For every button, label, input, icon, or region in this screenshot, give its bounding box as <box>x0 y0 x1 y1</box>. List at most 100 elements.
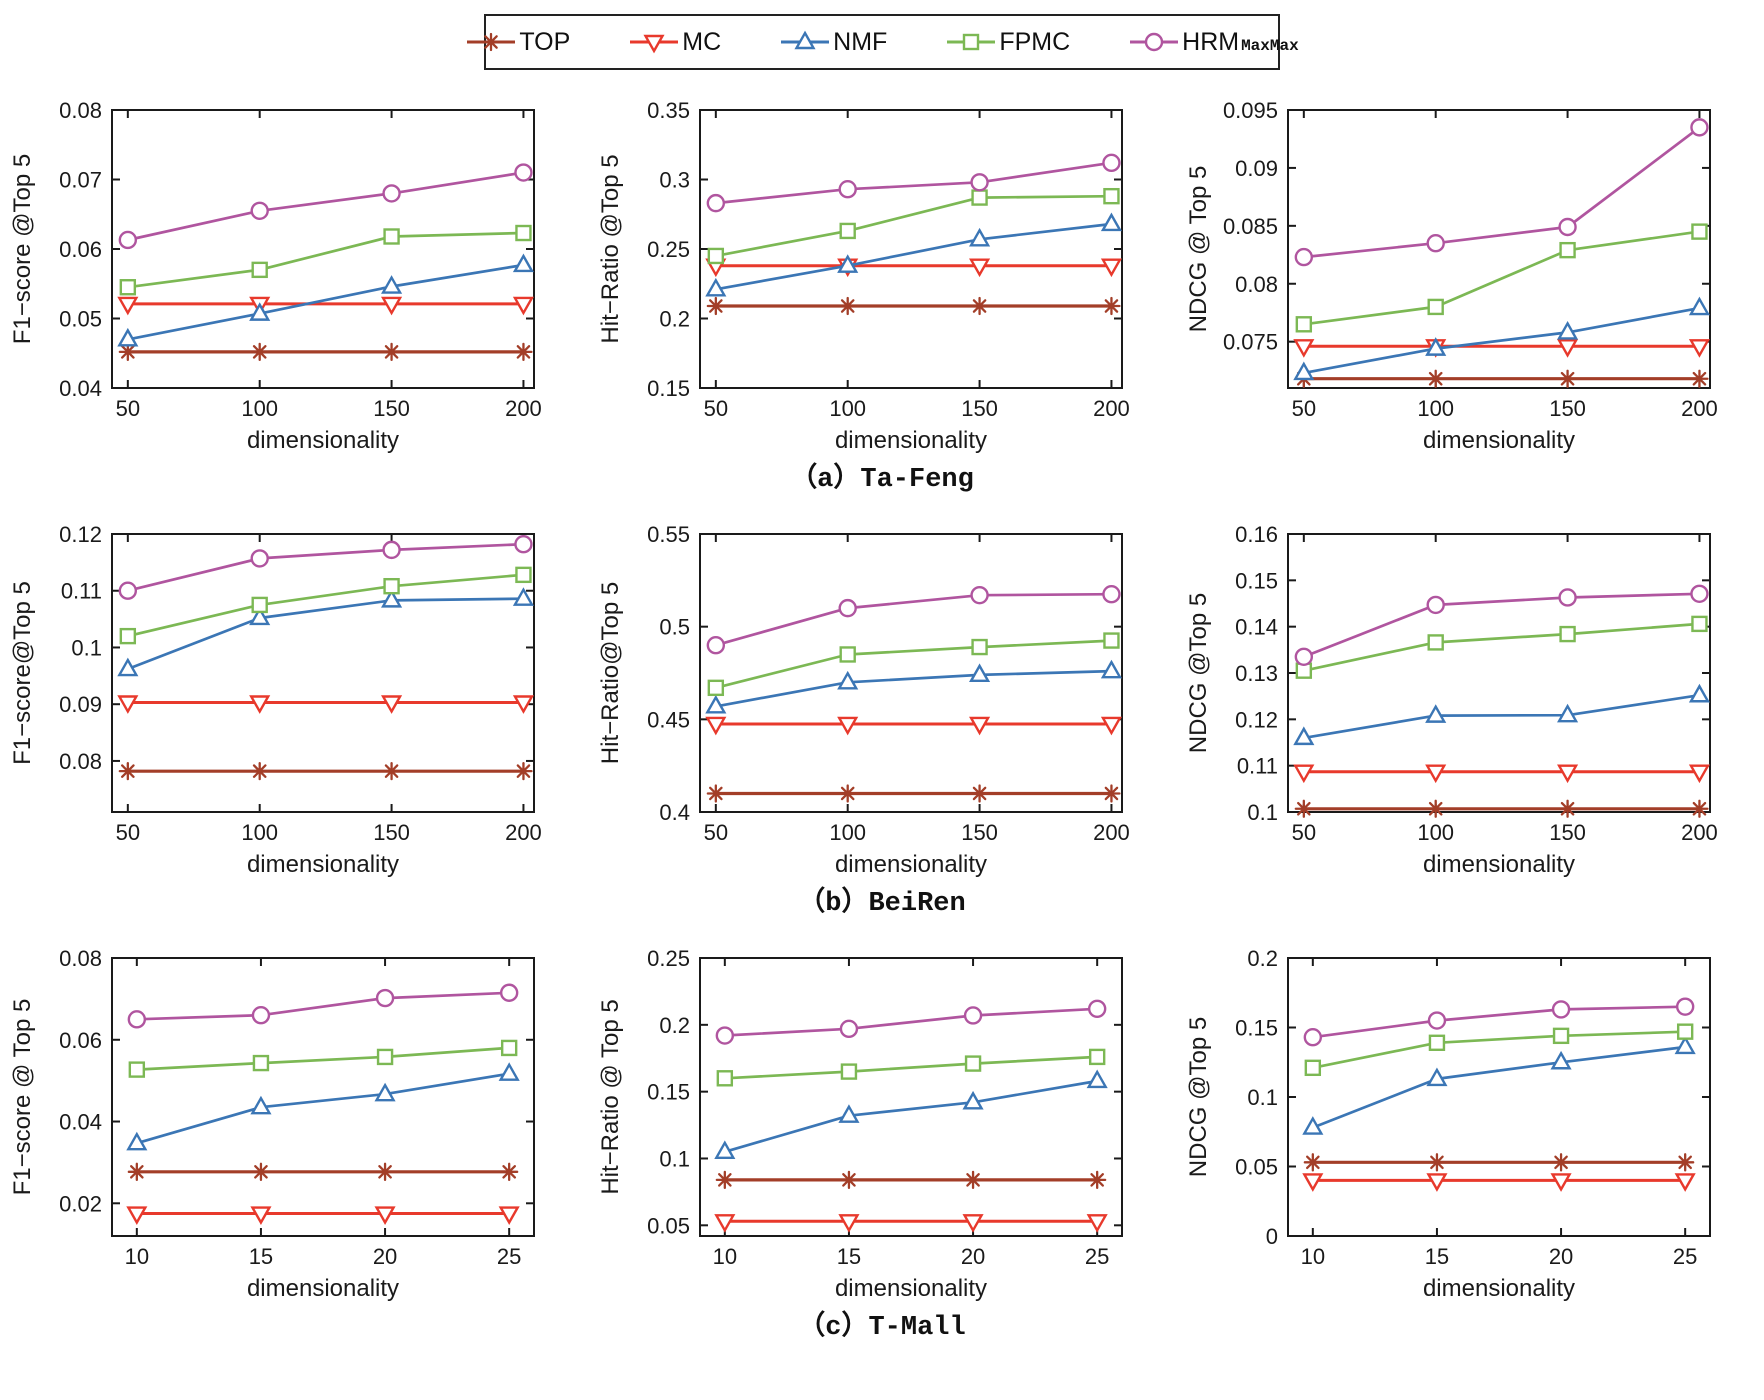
chart-tmall-ndcg: 10 15 20 25 0 0.05 0.1 0.15 0.2 NDCG @Top 5 dimens… <box>1176 928 1764 1308</box>
y-axis-label: F1−score @Top 5 <box>9 154 36 344</box>
x-tick-label: 100 <box>241 820 278 845</box>
legend: TOP MC NMF FPMC HRM MaxMax <box>467 14 1299 70</box>
legend-label-subscript: MaxMax <box>1241 36 1299 55</box>
x-tick-label: 200 <box>505 396 542 421</box>
y-axis-label: NDCG @ Top 5 <box>1185 166 1212 333</box>
y-tick-label: 0.095 <box>1223 98 1278 123</box>
y-tick-label: 0.2 <box>1247 946 1278 971</box>
series-markers-MC <box>1302 1173 1696 1192</box>
series-markers-FPMC <box>707 632 1120 697</box>
y-tick-label: 0.05 <box>1235 1155 1278 1180</box>
series-markers-HRM <box>1294 584 1709 666</box>
x-tick-label: 100 <box>829 820 866 845</box>
y-tick-label: 0.1 <box>71 635 102 660</box>
series-line-NMF <box>127 597 524 671</box>
y-axis-label: Hit−Ratio@Top 5 <box>597 582 624 764</box>
x-tick-label: 200 <box>1681 396 1718 421</box>
x-axis-label: dimensionality <box>835 1275 987 1302</box>
row-beiren: 50 100 150 200 0.08 0.09 0.1 0.11 0.12 F1−score@T… <box>0 504 1764 884</box>
series-line-HRM <box>724 1007 1098 1037</box>
series-markers-HRM <box>1294 118 1709 267</box>
chart-ta-feng-f1: 50 100 150 200 0.04 0.05 0.06 0.07 0.08 F1−score … <box>0 80 588 460</box>
x-axis-label: dimensionality <box>1423 1275 1575 1302</box>
series-markers-HRM <box>1303 997 1695 1047</box>
series-markers-NMF <box>705 212 1123 297</box>
series-line-NMF <box>127 263 524 341</box>
chart-svg-beiren-f1: 50 100 150 200 0.08 0.09 0.1 0.11 0.12 F1−score@T… <box>9 522 542 878</box>
legend-label-top: TOP <box>519 27 571 56</box>
series-markers-MC <box>714 1214 1108 1233</box>
x-tick-label: 10 <box>713 1244 737 1269</box>
series-markers-TOP <box>1294 799 1709 818</box>
legend-marker-fpmc-icon <box>947 33 996 51</box>
x-axis-label: dimensionality <box>247 851 399 878</box>
x-tick-label: 25 <box>1673 1244 1697 1269</box>
y-tick-label: 0.06 <box>59 237 102 262</box>
series-markers-TOP <box>118 342 533 362</box>
series-markers-FPMC <box>119 224 532 296</box>
y-tick-label: 0.09 <box>1235 156 1278 181</box>
y-tick-label: 0.25 <box>647 946 690 971</box>
y-tick-label: 0 <box>1266 1224 1278 1249</box>
y-tick-label: 0.1 <box>1247 800 1278 825</box>
series-markers-FPMC <box>1295 223 1708 333</box>
x-tick-label: 50 <box>704 820 728 845</box>
legend-item-fpmc: FPMC <box>945 28 1070 57</box>
caption-tmall: （c）T-Mall <box>798 1313 966 1343</box>
series-markers-MC <box>705 716 1123 736</box>
y-tick-label: 0.2 <box>659 307 690 332</box>
x-tick-label: 50 <box>704 396 728 421</box>
series-line-HRM <box>1303 126 1701 259</box>
y-tick-label: 0.12 <box>1235 707 1278 732</box>
series-markers-MC <box>126 1206 520 1225</box>
x-tick-label: 100 <box>829 396 866 421</box>
series-markers-HRM <box>706 153 1121 213</box>
y-tick-label: 0.085 <box>1223 214 1278 239</box>
x-axis-label: dimensionality <box>835 427 987 454</box>
y-tick-label: 0.15 <box>1235 568 1278 593</box>
series-line-HRM <box>1312 1005 1686 1039</box>
series-line-FPMC <box>715 194 1112 258</box>
series-markers-NMF <box>1293 296 1711 381</box>
series-markers-TOP <box>706 296 1121 316</box>
row-tmall: 10 15 20 25 0.02 0.04 0.06 0.08 F1−score @ Top 5… <box>0 928 1764 1308</box>
x-tick-label: 100 <box>1417 396 1454 421</box>
x-axis-label: dimensionality <box>835 851 987 878</box>
legend-label-fpmc: FPMC <box>999 27 1071 56</box>
series-markers-NMF <box>714 1069 1108 1159</box>
x-tick-label: 50 <box>116 820 140 845</box>
series-markers-HRM <box>118 163 533 250</box>
y-tick-label: 0.02 <box>59 1191 102 1216</box>
y-tick-label: 0.25 <box>647 237 690 262</box>
legend-label-mc: MC <box>682 27 722 56</box>
legend-label-nmf: NMF <box>833 27 888 56</box>
y-tick-label: 0.05 <box>647 1213 690 1238</box>
series-line-NMF <box>1312 1045 1686 1129</box>
y-tick-label: 0.08 <box>59 946 102 971</box>
legend-marker-nmf-icon <box>781 30 830 50</box>
series-markers-FPMC <box>1295 615 1708 679</box>
x-tick-label: 200 <box>1093 396 1130 421</box>
series-markers-TOP <box>127 1162 519 1181</box>
legend-item-nmf: NMF <box>779 28 887 57</box>
series-line-NMF <box>715 222 1112 291</box>
y-tick-label: 0.15 <box>647 1080 690 1105</box>
y-tick-label: 0.09 <box>59 692 102 717</box>
x-tick-label: 10 <box>125 1244 149 1269</box>
x-tick-label: 15 <box>1425 1244 1449 1269</box>
chart-beiren-ndcg: 50 100 150 200 0.1 0.11 0.12 0.13 0.14 0.15 0.16 ND… <box>1176 504 1764 884</box>
series-line-HRM <box>715 592 1112 647</box>
series-line-HRM <box>136 991 510 1021</box>
y-tick-label: 0.14 <box>1235 615 1278 640</box>
y-tick-label: 0.13 <box>1235 661 1278 686</box>
series-line-HRM <box>127 542 524 593</box>
series-markers-NMF <box>117 253 535 347</box>
legend-marker-mc-icon <box>630 34 679 54</box>
figure: TOP MC NMF FPMC HRM MaxMax 50 100 150 200 0.04 0.0… <box>0 14 1764 1343</box>
row-ta-feng: 50 100 150 200 0.04 0.05 0.06 0.07 0.08 F1−score … <box>0 80 1764 460</box>
x-axis-label: dimensionality <box>1423 851 1575 878</box>
series-markers-HRM <box>118 535 533 600</box>
x-tick-label: 150 <box>373 396 410 421</box>
x-tick-label: 20 <box>1549 1244 1573 1269</box>
series-markers-NMF <box>705 659 1123 714</box>
